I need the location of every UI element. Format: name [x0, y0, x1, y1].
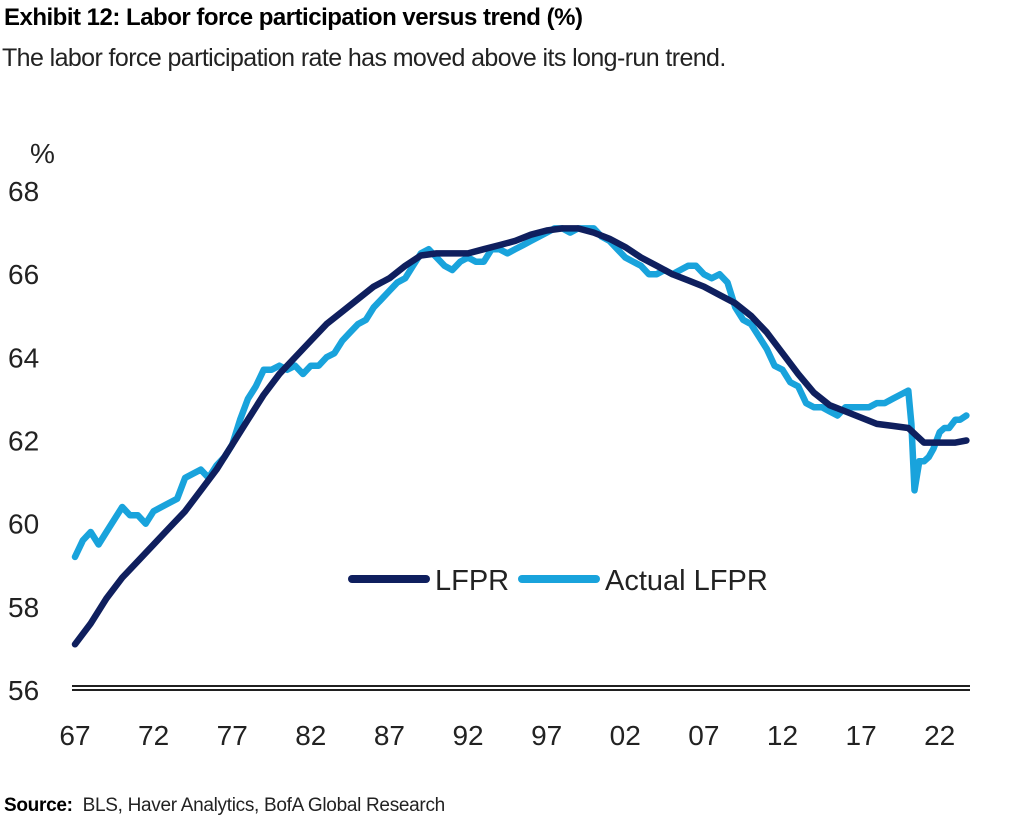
x-tick-label: 97 [531, 720, 562, 751]
y-tick-label: 64 [8, 342, 39, 373]
series-line-lfpr [71, 225, 970, 648]
series-lines [71, 225, 970, 648]
legend-label-actual-lfpr: Actual LFPR [605, 565, 768, 597]
legend: LFPR Actual LFPR [348, 565, 768, 597]
x-axis: 67 72 77 82 87 92 97 02 07 12 17 22 [59, 720, 955, 751]
chart-subtitle: The labor force participation rate has m… [2, 44, 726, 72]
x-tick-label: 02 [610, 720, 641, 751]
y-tick-label: 58 [8, 592, 39, 623]
y-axis-unit-label: % [30, 138, 55, 169]
y-tick-label: 68 [8, 176, 39, 207]
x-tick-label: 22 [924, 720, 955, 751]
legend-label-lfpr: LFPR [435, 565, 509, 597]
source-label: Source: [4, 795, 73, 816]
x-tick-label: 77 [217, 720, 248, 751]
y-tick-label: 66 [8, 259, 39, 290]
y-axis: % 56 58 60 62 64 66 68 [8, 138, 55, 706]
x-tick-label: 72 [138, 720, 169, 751]
x-tick-label: 67 [59, 720, 90, 751]
x-tick-label: 17 [846, 720, 877, 751]
chart-title: Exhibit 12: Labor force participation ve… [4, 4, 583, 31]
y-tick-label: 56 [8, 675, 39, 706]
x-tick-label: 92 [452, 720, 483, 751]
series-line-actual-lfpr [71, 225, 970, 561]
x-tick-label: 82 [295, 720, 326, 751]
source-note: Source: BLS, Haver Analytics, BofA Globa… [4, 795, 445, 817]
y-tick-label: 60 [8, 509, 39, 540]
source-text: BLS, Haver Analytics, BofA Global Resear… [82, 795, 446, 816]
x-tick-label: 07 [688, 720, 719, 751]
x-tick-label: 12 [767, 720, 798, 751]
x-tick-label: 87 [374, 720, 405, 751]
y-tick-label: 62 [8, 426, 39, 457]
